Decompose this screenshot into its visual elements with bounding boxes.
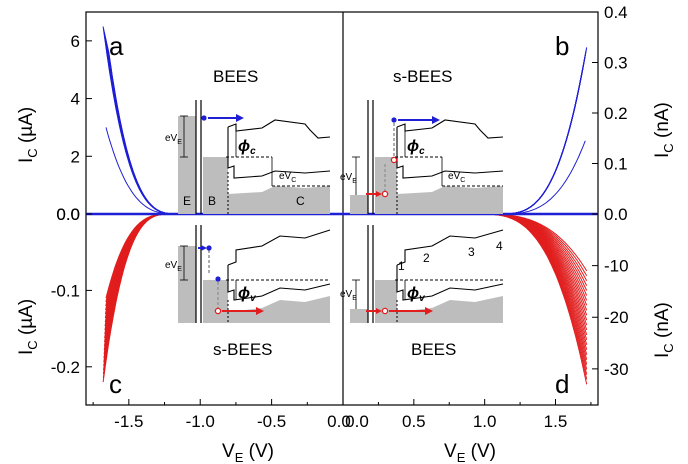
y-tick-label-a: 4 bbox=[71, 90, 80, 109]
y-tick-label-b: 0.3 bbox=[604, 54, 628, 73]
plot-border bbox=[85, 11, 599, 406]
x-tick-label-right: 1.0 bbox=[473, 412, 497, 431]
emitter-letter: E bbox=[183, 194, 191, 208]
panel-letter-d: d bbox=[555, 369, 569, 399]
mode-label-b: s-BEES bbox=[393, 67, 453, 86]
hole-circle bbox=[214, 307, 222, 315]
base-letter: B bbox=[208, 194, 216, 208]
panel-letter-a: a bbox=[109, 31, 124, 61]
phi-c-label-b: ϕc bbox=[407, 138, 425, 157]
emitter-fill bbox=[350, 195, 368, 214]
phi-v-label-c: ϕv bbox=[238, 285, 257, 304]
mode-label-c: s-BEES bbox=[213, 340, 273, 359]
electron-dot bbox=[206, 245, 212, 251]
interface-number-4: 4 bbox=[496, 239, 503, 253]
y-axis-label-c: IC (µA) bbox=[16, 299, 40, 355]
collector-letter: C bbox=[296, 194, 305, 208]
base-fill bbox=[375, 157, 392, 214]
collector-fill bbox=[392, 280, 503, 323]
electron-arrow-icon bbox=[201, 245, 207, 251]
x-tick-label-left: -0.5 bbox=[257, 412, 286, 431]
hole-circle bbox=[390, 156, 398, 164]
interface-number-1: 1 bbox=[398, 259, 405, 273]
hole-arrow-icon bbox=[376, 191, 382, 197]
y-tick-label-b: 0.4 bbox=[604, 3, 628, 22]
base-fill bbox=[203, 157, 223, 214]
mode-label-a: BEES bbox=[213, 67, 258, 86]
y-axis-label-a: IC (µA) bbox=[16, 107, 40, 163]
y-tick-label-a: 2 bbox=[71, 147, 80, 166]
y-tick-label-c: -0.1 bbox=[51, 281, 80, 300]
band-diagram-inset-a: eVE eVC ϕc E B C bbox=[165, 100, 331, 214]
interface-number-2: 2 bbox=[423, 251, 430, 265]
base-fill bbox=[375, 280, 392, 323]
mode-label-d: BEES bbox=[411, 340, 456, 359]
eVE-label-d: eVE bbox=[340, 289, 357, 302]
axes-frame bbox=[85, 11, 599, 406]
eVE-label-c: eVE bbox=[165, 260, 182, 273]
y-tick-label-c: 0.0 bbox=[56, 205, 80, 224]
electron-arrow-icon bbox=[432, 116, 440, 124]
tick-layer: 6 4 2 0.0 -0.1 -0.2 0.4 0.3 0.2 0.1 0.0 -10 -20 -30 -1… bbox=[51, 3, 629, 431]
hole-arrow-icon bbox=[256, 307, 264, 315]
x-tick-label-right: 1.5 bbox=[544, 412, 568, 431]
phi-v-label-d: ϕv bbox=[407, 285, 426, 304]
x-tick-label-right: 0.5 bbox=[402, 412, 426, 431]
phi-c-label-a: ϕc bbox=[238, 138, 256, 157]
hole-arrow-icon bbox=[376, 308, 382, 314]
emitter-fill bbox=[178, 116, 196, 214]
x-axis-label-left: VE (V) bbox=[222, 441, 274, 464]
y-tick-label-b: 0.0 bbox=[604, 205, 628, 224]
electron-arrow-icon bbox=[236, 114, 244, 122]
x-tick-label-left: -1.5 bbox=[114, 412, 143, 431]
electron-dot bbox=[391, 117, 397, 123]
collector-fill bbox=[223, 157, 330, 214]
y-tick-label-c: -0.2 bbox=[51, 358, 80, 377]
y-tick-label-d: -10 bbox=[604, 257, 629, 276]
y-axis-label-d: IC (nA) bbox=[652, 302, 676, 358]
electron-dot bbox=[215, 276, 221, 282]
eVC-label-b: eVC bbox=[448, 171, 465, 184]
band-diagram-inset-c: eVE ϕv bbox=[165, 225, 331, 323]
curve-layer bbox=[102, 26, 588, 385]
panel-letter-c: c bbox=[109, 369, 122, 399]
hole-circle bbox=[381, 307, 389, 315]
x-tick-label-left: -1.0 bbox=[186, 412, 215, 431]
x-tick-label-right: 0.0 bbox=[345, 412, 369, 431]
collector-fill bbox=[392, 157, 503, 214]
emitter-fill bbox=[350, 309, 368, 323]
hole-arrow-icon bbox=[425, 307, 433, 315]
y-axis-label-b: IC (nA) bbox=[652, 102, 676, 158]
base-fill bbox=[203, 280, 223, 323]
x-axis-label-right: VE (V) bbox=[444, 441, 496, 464]
emitter-fill bbox=[178, 246, 196, 323]
interface-number-3: 3 bbox=[468, 245, 475, 259]
eVE-label-a: eVE bbox=[165, 133, 182, 146]
electron-dot bbox=[201, 115, 207, 121]
y-tick-label-d: -30 bbox=[604, 360, 629, 379]
band-diagram-inset-d: eVE ϕv 1 2 3 4 bbox=[340, 225, 504, 323]
y-tick-label-d: -20 bbox=[604, 308, 629, 327]
eVC-label-a: eVC bbox=[279, 171, 296, 184]
eVE-label-b: eVE bbox=[340, 172, 357, 185]
y-tick-label-b: 0.1 bbox=[604, 155, 628, 174]
collector-fill bbox=[223, 280, 330, 323]
y-tick-label-b: 0.2 bbox=[604, 104, 628, 123]
x-tick-label-left: 0.0 bbox=[327, 412, 351, 431]
y-tick-label-a: 6 bbox=[71, 32, 80, 51]
hole-circle bbox=[381, 190, 389, 198]
band-diagram-inset-b: eVE eVC ϕc bbox=[340, 100, 504, 214]
y-tick-label-zero-left: 0.0 bbox=[56, 205, 80, 224]
panel-letter-b: b bbox=[555, 31, 569, 61]
